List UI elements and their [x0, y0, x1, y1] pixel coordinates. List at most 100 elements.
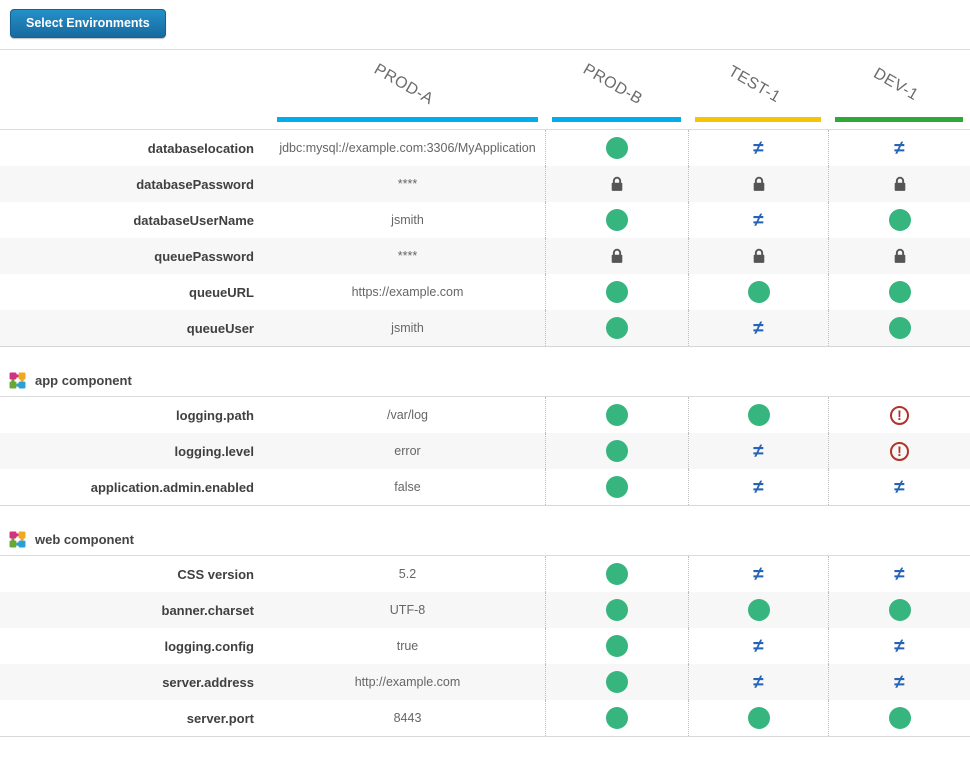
- section: app component logging.path /var/log ! lo…: [0, 368, 970, 506]
- not-equal-icon: ≠: [753, 137, 764, 159]
- property-name: server.address: [162, 674, 254, 690]
- env-label: TEST-1: [725, 62, 784, 106]
- status-cell: [545, 130, 688, 166]
- equal-icon: [888, 209, 911, 231]
- not-equal-icon: ≠: [753, 635, 764, 657]
- table-row: databaselocation jdbc:mysql://example.co…: [0, 130, 970, 166]
- table-row: server.address http://example.com ≠ ≠: [0, 664, 970, 700]
- section: databaselocation jdbc:mysql://example.co…: [0, 130, 970, 347]
- env-underline: [695, 117, 821, 122]
- env-label: DEV-1: [870, 64, 922, 104]
- property-name: logging.level: [174, 443, 254, 459]
- property-value: 5.2: [398, 567, 417, 581]
- status-cell: ≠: [688, 433, 828, 469]
- not-equal-icon: ≠: [894, 671, 905, 693]
- property-value: ****: [397, 249, 418, 263]
- status-cell: [545, 274, 688, 310]
- table-row: banner.charset UTF-8: [0, 592, 970, 628]
- not-equal-icon: ≠: [753, 440, 764, 462]
- equal-icon: [606, 440, 628, 462]
- property-value: jsmith: [391, 213, 424, 227]
- select-environments-button[interactable]: Select Environments: [10, 9, 166, 38]
- status-cell: [545, 628, 688, 664]
- comparison-sections: databaselocation jdbc:mysql://example.co…: [0, 130, 970, 737]
- status-cell: [828, 592, 970, 628]
- table-row: databaseUserName jsmith ≠: [0, 202, 970, 238]
- property-name: queuePassword: [154, 248, 254, 264]
- status-cell: ≠: [688, 556, 828, 592]
- property-value: false: [394, 480, 421, 494]
- equal-icon: [747, 707, 770, 729]
- lock-icon: [894, 248, 905, 263]
- status-cell: [828, 274, 970, 310]
- not-equal-icon: ≠: [894, 476, 905, 498]
- status-cell: ≠: [828, 556, 970, 592]
- status-cell: [545, 166, 688, 202]
- property-name: server.port: [186, 710, 254, 726]
- env-label: PROD-B: [579, 60, 645, 108]
- status-cell: [828, 700, 970, 736]
- status-cell: [828, 202, 970, 238]
- property-value: 8443: [393, 711, 422, 725]
- status-cell: [688, 166, 828, 202]
- status-cell: [545, 592, 688, 628]
- property-name: queueUser: [186, 320, 254, 336]
- equal-icon: [606, 476, 628, 498]
- equal-icon: [606, 599, 628, 621]
- property-value: https://example.com: [351, 285, 464, 299]
- page-root: Select Environments PROD-A PROD-B TEST-1…: [0, 0, 970, 737]
- lock-icon: [753, 176, 764, 191]
- status-cell: !: [828, 397, 970, 433]
- section-title: web component: [35, 532, 134, 547]
- lock-icon: [753, 248, 764, 263]
- equal-icon: [606, 281, 628, 303]
- equal-icon: [606, 563, 628, 585]
- equal-icon: [888, 281, 911, 303]
- property-name: databaselocation: [147, 140, 254, 156]
- section-header: app component: [0, 368, 970, 397]
- equal-icon: [606, 137, 628, 159]
- not-equal-icon: ≠: [753, 209, 764, 231]
- env-underline: [835, 117, 963, 122]
- table-row: queueUser jsmith ≠: [0, 310, 970, 346]
- status-cell: ≠: [828, 469, 970, 505]
- status-cell: [545, 664, 688, 700]
- section-title: app component: [35, 373, 132, 388]
- table-row: queuePassword ****: [0, 238, 970, 274]
- status-cell: ≠: [688, 628, 828, 664]
- status-cell: [688, 274, 828, 310]
- not-equal-icon: ≠: [753, 476, 764, 498]
- status-cell: [545, 310, 688, 346]
- property-value: UTF-8: [389, 603, 426, 617]
- not-equal-icon: ≠: [753, 671, 764, 693]
- equal-icon: [606, 671, 628, 693]
- env-header: PROD-A PROD-B TEST-1 DEV-1: [0, 50, 970, 130]
- env-label: PROD-A: [370, 60, 436, 108]
- property-name: application.admin.enabled: [90, 479, 254, 495]
- status-cell: [545, 556, 688, 592]
- status-cell: ≠: [688, 310, 828, 346]
- equal-icon: [888, 317, 911, 339]
- property-name: logging.config: [164, 638, 254, 654]
- status-cell: [545, 469, 688, 505]
- status-cell: [828, 310, 970, 346]
- status-cell: [688, 700, 828, 736]
- toolbar: Select Environments: [0, 0, 970, 50]
- property-value: http://example.com: [354, 675, 461, 689]
- lock-icon: [611, 176, 623, 191]
- status-cell: !: [828, 433, 970, 469]
- section-table: CSS version 5.2 ≠ ≠ banner.charset UTF-8…: [0, 556, 970, 737]
- env-column: PROD-B: [545, 50, 688, 129]
- table-row: queueURL https://example.com: [0, 274, 970, 310]
- table-row: logging.path /var/log !: [0, 397, 970, 433]
- not-equal-icon: ≠: [894, 635, 905, 657]
- status-cell: [828, 166, 970, 202]
- status-cell: [688, 592, 828, 628]
- property-value: error: [394, 444, 421, 458]
- lock-icon: [894, 176, 905, 191]
- status-cell: ≠: [828, 664, 970, 700]
- section-table: logging.path /var/log ! logging.level er…: [0, 397, 970, 506]
- table-row: databasePassword ****: [0, 166, 970, 202]
- status-cell: [545, 700, 688, 736]
- equal-icon: [606, 707, 628, 729]
